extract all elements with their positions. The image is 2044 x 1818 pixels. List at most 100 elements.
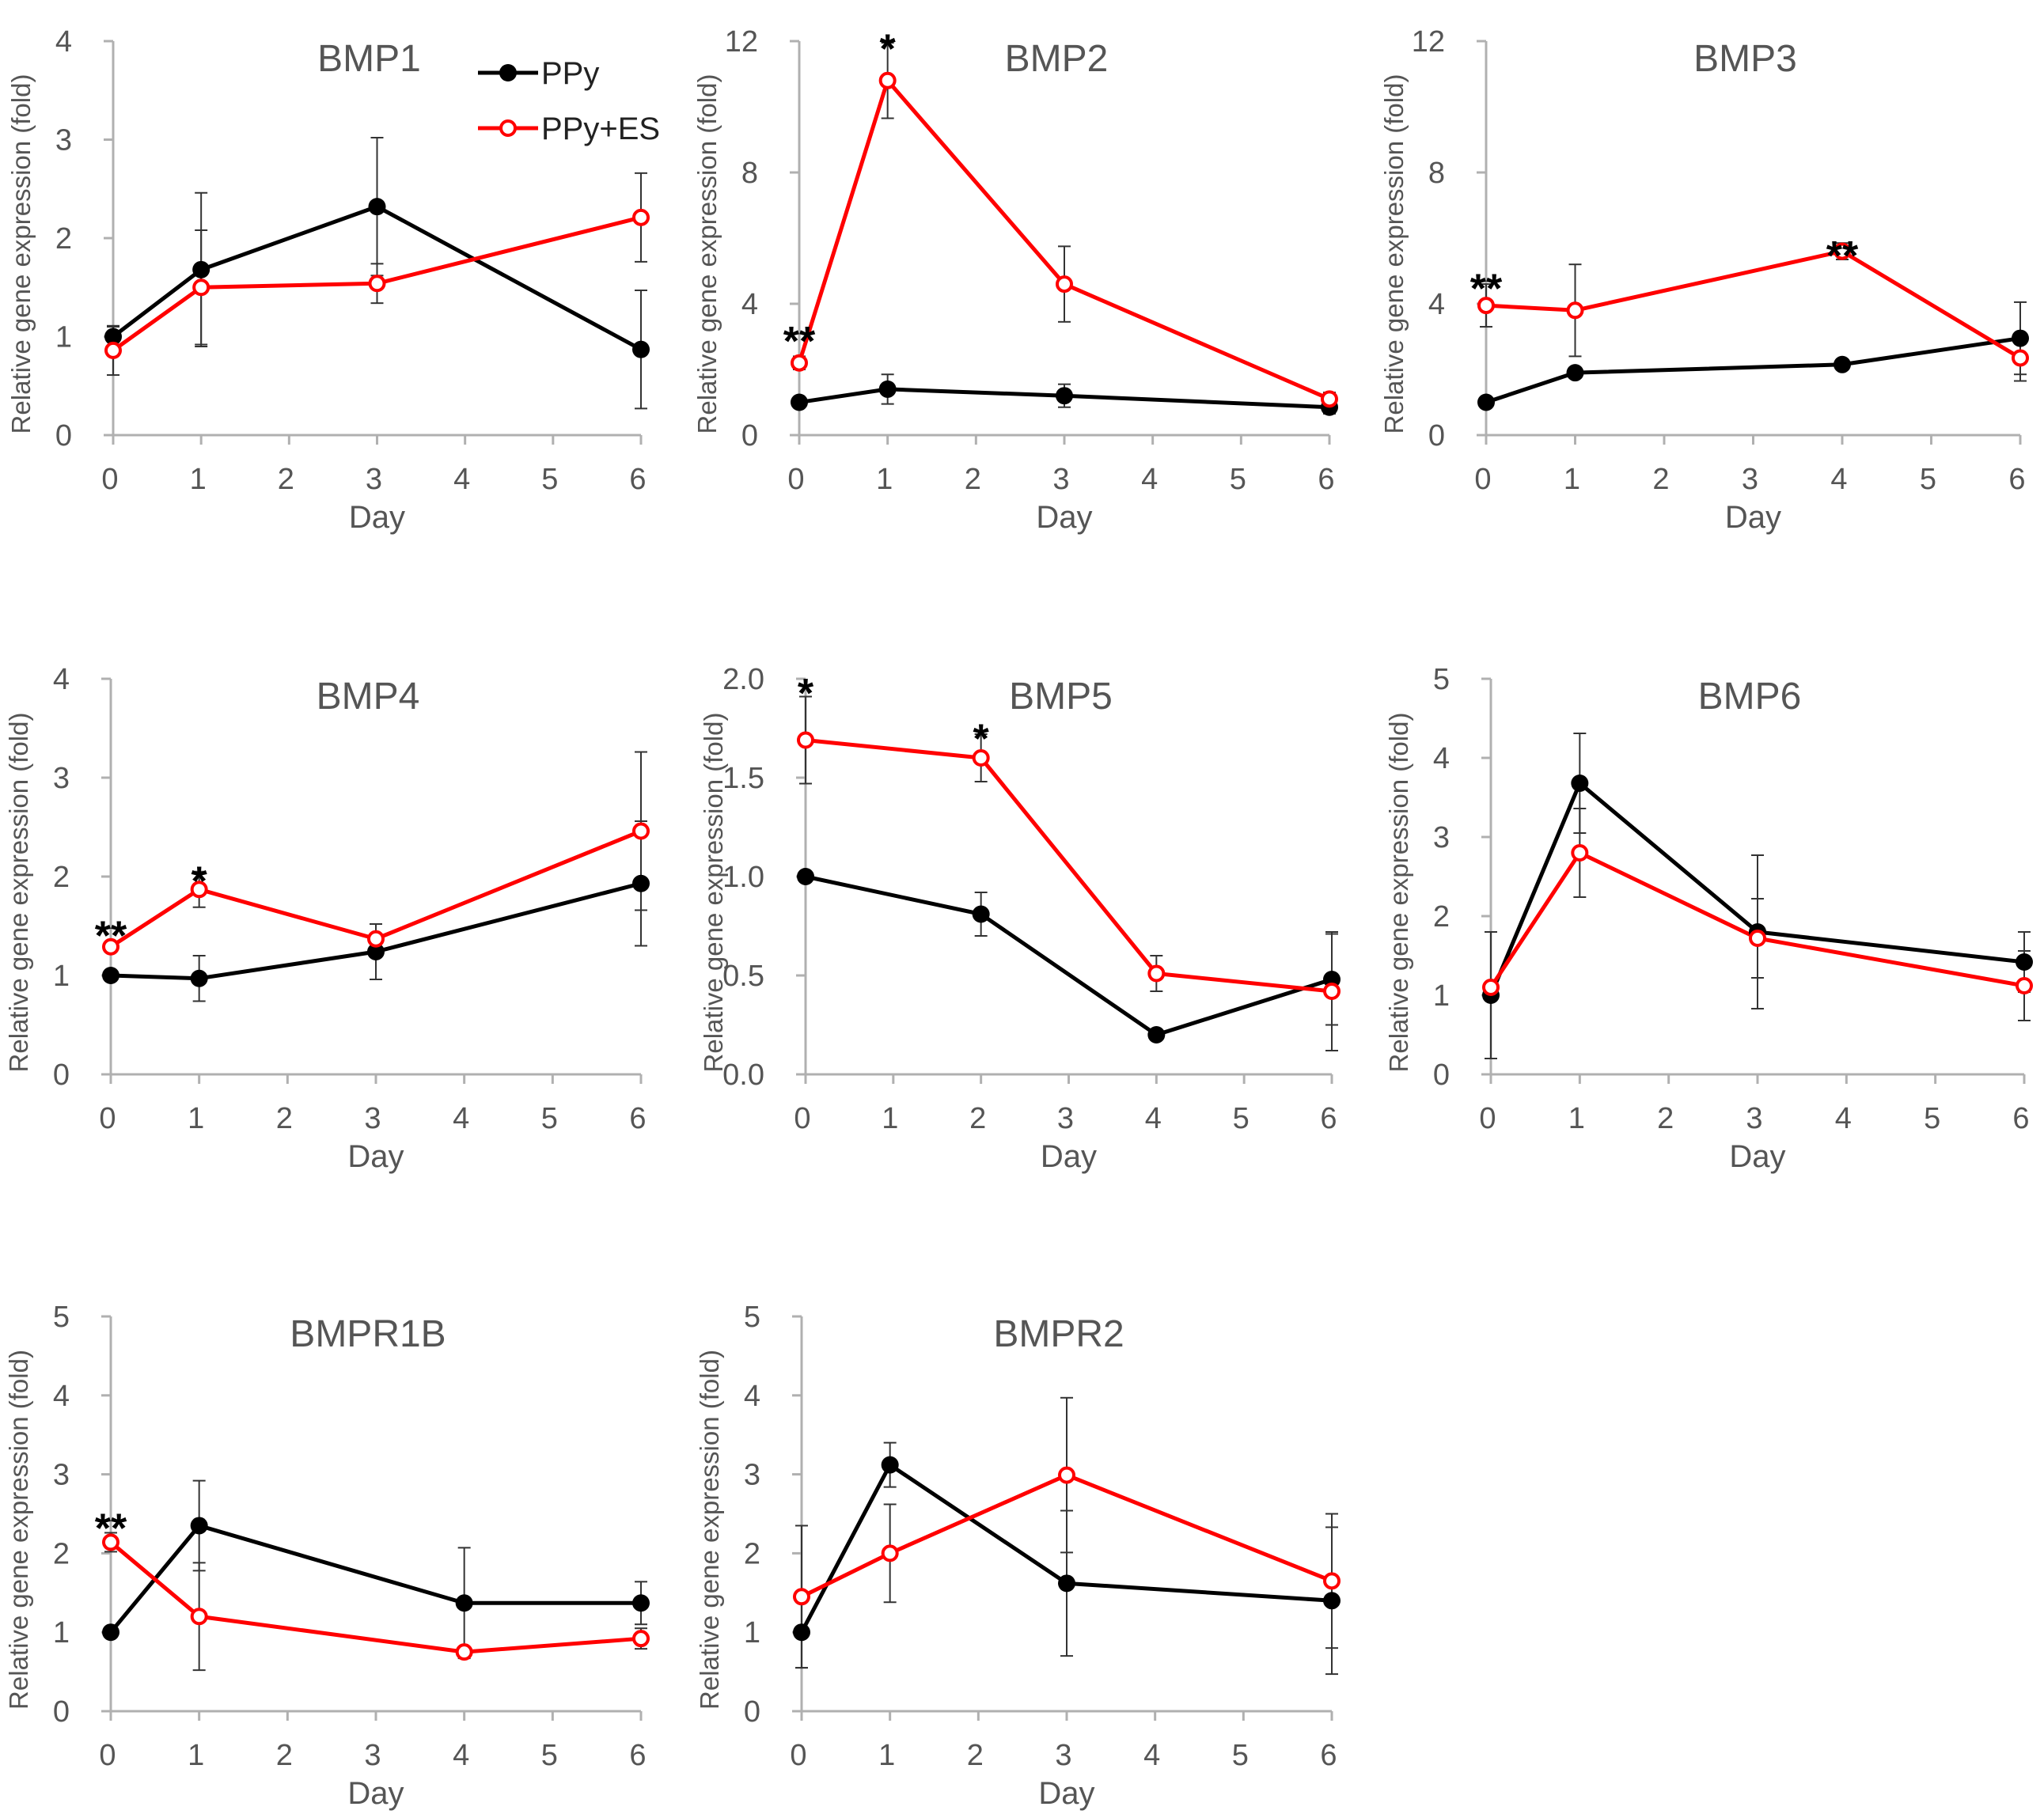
data-point-ppy <box>190 1517 208 1535</box>
series-line-ppy-es <box>1485 249 2022 360</box>
x-tick-label: 5 <box>1924 1102 1940 1135</box>
data-point-ppy <box>797 868 814 885</box>
data-point-ppy-es <box>190 1608 208 1626</box>
data-point-ppy <box>102 967 119 984</box>
chart-bmpr1b: 0 1 2 3 4 5 0 1 2 3 4 5 6 Day Relative gene expression… <box>4 1301 650 1811</box>
x-tick-label: 3 <box>1055 1739 1071 1772</box>
data-point-ppy <box>791 393 808 411</box>
x-tick-label: 5 <box>1920 463 1936 496</box>
y-axis-label: Relative gene expression (fold) <box>1379 74 1409 434</box>
y-tick-label: 2 <box>55 222 72 256</box>
series-line-ppy-es <box>805 738 1333 994</box>
y-tick-label: 2 <box>53 1537 70 1570</box>
data-point-ppy <box>367 943 385 960</box>
x-tick-label: 3 <box>1057 1102 1074 1135</box>
y-tick-label: 3 <box>744 1459 760 1492</box>
x-axis-label: Day <box>347 1139 404 1174</box>
data-point-ppy <box>1834 355 1851 373</box>
y-tick-label: 5 <box>1433 663 1450 696</box>
x-tick-label: 1 <box>190 463 207 496</box>
chart-bmp1: 0 1 2 3 4 0 1 2 3 4 5 6 Day Relative gene expression … <box>6 25 650 535</box>
y-tick-label: 2.0 <box>722 663 764 696</box>
x-axis-label: Day <box>349 500 405 535</box>
x-tick-label: 3 <box>1742 463 1758 496</box>
data-point-ppy <box>1323 1592 1341 1610</box>
series-line-ppy <box>112 204 643 351</box>
y-tick-label: 1 <box>1433 979 1450 1013</box>
data-point-ppy <box>102 1623 119 1642</box>
data-point-ppy <box>632 874 650 892</box>
data-point-ppy <box>632 340 650 358</box>
data-point-ppy-es <box>878 71 897 89</box>
x-tick-label: 5 <box>1232 1739 1249 1772</box>
data-point-ppy <box>1477 393 1495 411</box>
y-tick-label: 3 <box>1433 821 1450 854</box>
x-tick-label: 1 <box>188 1102 204 1135</box>
y-tick-label: 12 <box>1412 25 1445 59</box>
data-point-ppy <box>793 1623 810 1642</box>
data-point-ppy <box>2016 953 2033 971</box>
y-tick-label: 1 <box>55 321 72 354</box>
data-point-ppy-es <box>102 1533 119 1551</box>
data-point-ppy-es <box>1321 390 1338 408</box>
x-axis-label: Day <box>347 1776 404 1811</box>
data-point-ppy-es <box>1058 1466 1075 1484</box>
series-line-ppy-es <box>109 1540 642 1654</box>
x-tick-label: 0 <box>99 1102 116 1135</box>
series-line-ppy <box>799 1463 1333 1634</box>
y-tick-label: 1 <box>53 1616 70 1649</box>
data-point-ppy <box>104 328 122 346</box>
x-tick-label: 4 <box>1143 1739 1160 1772</box>
x-tick-label: 4 <box>1141 463 1158 496</box>
data-point-ppy-es <box>632 208 650 226</box>
chart-bmp6: 0 1 2 3 4 5 0 1 2 3 4 5 6 Day Relative gene expression… <box>1384 663 2033 1174</box>
x-tick-label: 4 <box>453 1739 469 1772</box>
series-line-ppy <box>798 387 1330 410</box>
data-point-ppy-es <box>972 749 990 767</box>
y-tick-label: 0 <box>744 1695 760 1729</box>
x-tick-label: 6 <box>1320 1739 1337 1772</box>
data-point-ppy-es <box>1147 964 1166 983</box>
significance-marker: ** <box>95 913 127 959</box>
y-tick-label: 3 <box>53 762 70 795</box>
chart-title: BMP1 <box>317 38 421 80</box>
series-line-ppy <box>109 1523 641 1634</box>
x-tick-label: 4 <box>1145 1102 1162 1135</box>
significance-marker: ** <box>95 1506 127 1552</box>
chart-bmpr2: 0 1 2 3 4 5 0 1 2 3 4 5 6 Day Relative gene expression… <box>695 1301 1341 1811</box>
data-point-ppy <box>632 1594 650 1612</box>
y-tick-label: 4 <box>53 1380 70 1413</box>
data-point-ppy-es <box>1056 275 1073 294</box>
x-tick-label: 5 <box>1230 463 1246 496</box>
data-point-ppy-es <box>367 930 385 948</box>
x-tick-label: 0 <box>1479 1102 1496 1135</box>
y-tick-label: 2 <box>1433 900 1450 934</box>
x-tick-label: 0 <box>101 463 118 496</box>
y-tick-label: 0.0 <box>722 1059 764 1092</box>
y-tick-label: 1 <box>53 960 70 993</box>
y-tick-label: 0 <box>53 1059 70 1092</box>
y-tick-label: 4 <box>53 663 70 696</box>
x-tick-label: 2 <box>967 1739 984 1772</box>
x-tick-label: 3 <box>1746 1102 1762 1135</box>
y-tick-label: 1 <box>744 1616 760 1649</box>
series-line-ppy-es <box>109 829 642 949</box>
data-point-ppy <box>1058 1574 1075 1593</box>
significance-marker: ** <box>1826 233 1859 279</box>
data-point-ppy-es <box>632 822 650 840</box>
legend-label-ppy: PPy <box>541 56 599 91</box>
significance-marker: * <box>798 671 814 717</box>
y-tick-label: 0 <box>741 419 758 453</box>
data-point-ppy <box>972 905 990 923</box>
chart-bmp4: 0 1 2 3 4 0 1 2 3 4 5 6 Day Relative gene expression … <box>4 663 650 1174</box>
x-tick-label: 4 <box>1830 463 1847 496</box>
x-tick-label: 0 <box>99 1739 116 1772</box>
chart-bmp5: 0.0 0.5 1.0 1.5 2.0 0 1 2 3 4 5 6 Day Relative gene e… <box>699 663 1341 1174</box>
y-tick-label: 2 <box>744 1537 760 1570</box>
data-point-ppy-es <box>881 1544 899 1562</box>
x-axis-label: Day <box>1729 1139 1785 1174</box>
significance-marker: * <box>192 859 208 905</box>
data-point-ppy-es <box>1482 979 1500 996</box>
